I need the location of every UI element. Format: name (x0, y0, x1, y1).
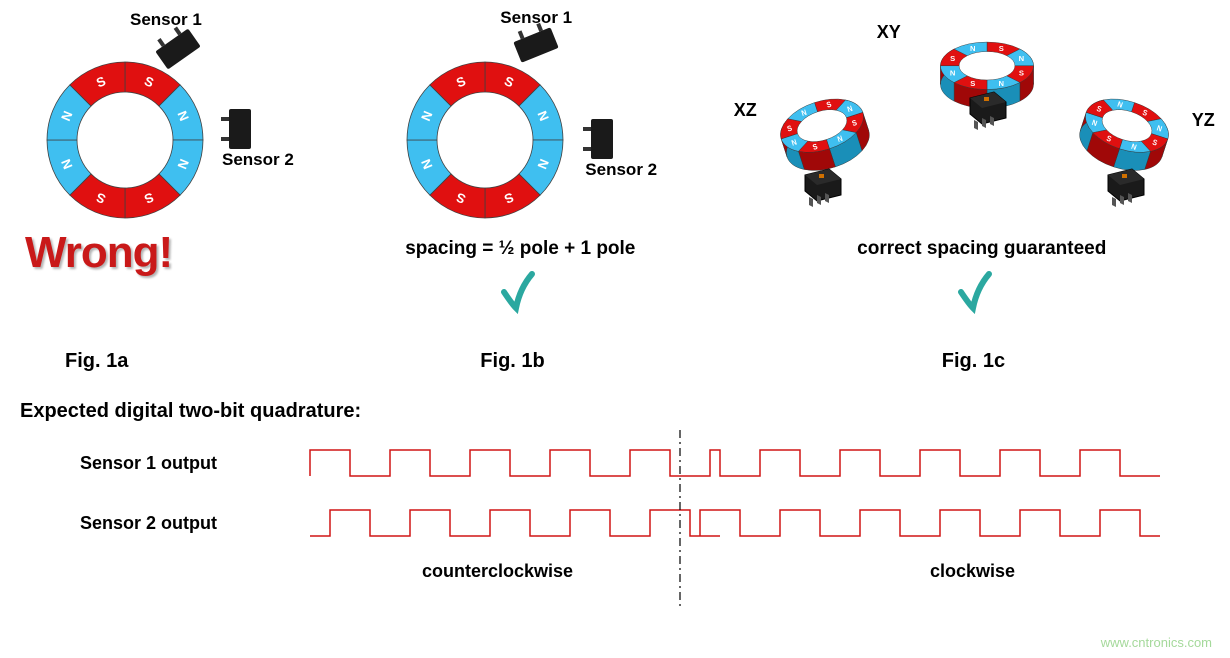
sensor1-label: Sensor 1 (130, 10, 202, 30)
center-divider (260, 430, 1130, 610)
sensor2-label: Sensor 2 (222, 150, 294, 170)
chip-xz (797, 165, 847, 210)
fig-1b-label: Fig. 1b (480, 350, 544, 373)
check-icon-c (957, 270, 993, 314)
watermark: www.cntronics.com (1101, 635, 1212, 650)
chip-yz (1100, 165, 1150, 210)
fig-1c-label: Fig. 1c (942, 350, 1005, 373)
svg-text:S: S (950, 54, 955, 63)
svg-text:N: N (1018, 54, 1024, 63)
svg-text:S: S (998, 44, 1003, 53)
xy-label: XY (877, 22, 901, 43)
sensor1-output-label: Sensor 1 output (20, 453, 300, 474)
sensor2-chip (229, 109, 251, 149)
ring-fig1a: SNNSSNNS (40, 55, 210, 225)
svg-text:S: S (970, 79, 975, 88)
fig-1a-label: Fig. 1a (65, 350, 128, 373)
chip-xy (962, 88, 1012, 133)
svg-text:N: N (970, 44, 976, 53)
sensor2-chip-b (591, 119, 613, 159)
spacing-text-c: correct spacing guaranteed (832, 238, 1132, 260)
quadrature-title: Expected digital two-bit quadrature: (20, 400, 1210, 423)
yz-label: YZ (1192, 110, 1215, 131)
check-icon (500, 270, 536, 314)
svg-text:S: S (1019, 69, 1024, 78)
xz-label: XZ (734, 100, 757, 121)
ring-fig1b: SNNSSNNS (400, 55, 570, 225)
sensor2-label-b: Sensor 2 (585, 160, 657, 180)
sensor1-label-b: Sensor 1 (500, 8, 572, 28)
sensor2-output-label: Sensor 2 output (20, 513, 300, 534)
wrong-text: Wrong! (25, 228, 172, 278)
svg-text:N: N (950, 69, 956, 78)
spacing-text-b: spacing = ½ pole + 1 pole (390, 238, 650, 260)
svg-text:N: N (998, 79, 1004, 88)
